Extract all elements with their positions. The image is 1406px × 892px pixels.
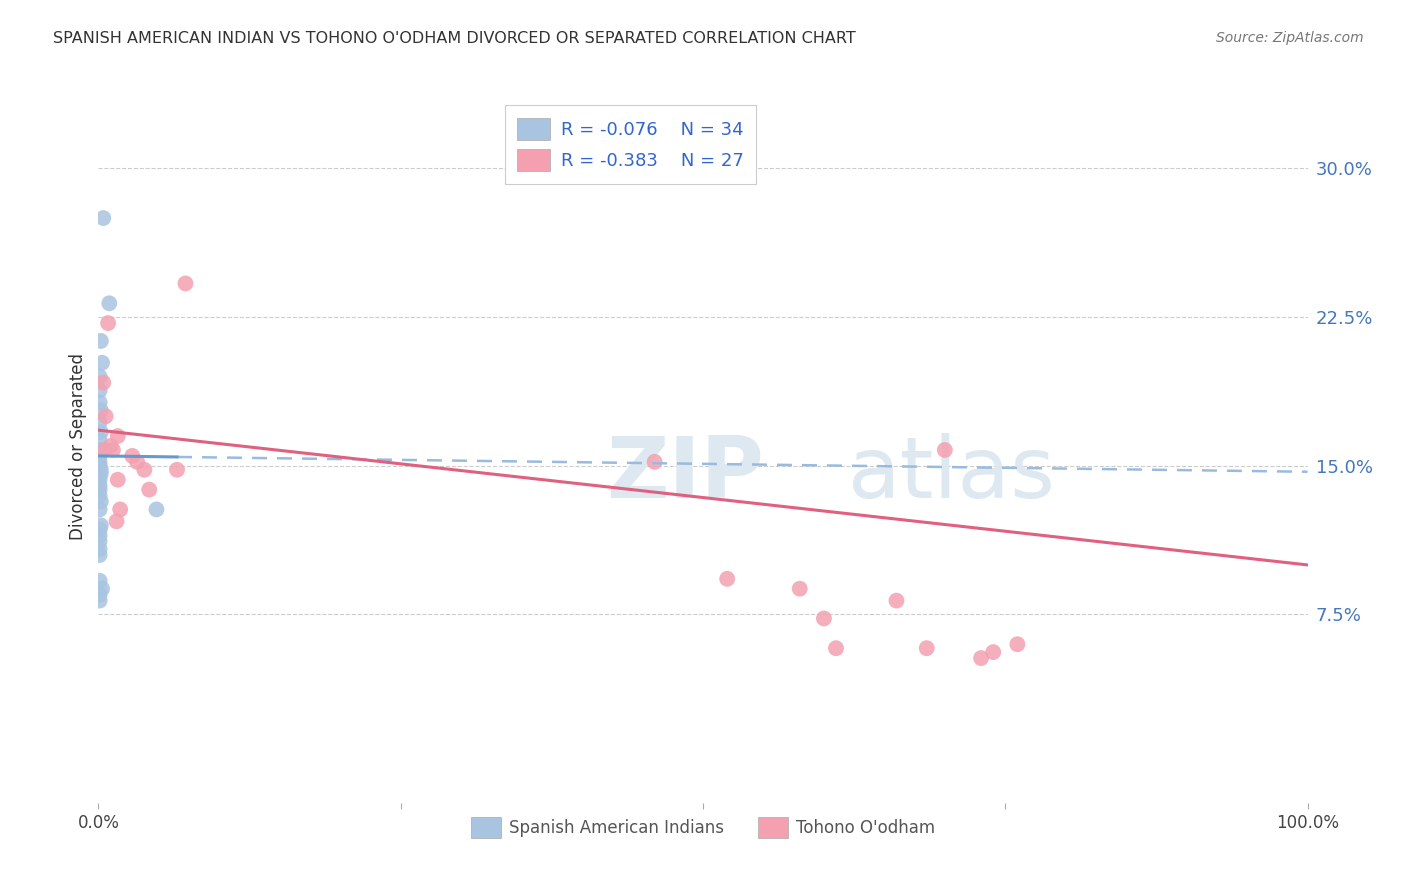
Point — [90, 442, 112, 457]
Point — [90, 518, 112, 533]
Point — [89, 528, 111, 542]
Point — [91, 582, 114, 596]
Text: atlas: atlas — [848, 433, 1056, 516]
Point — [127, 455, 149, 469]
Text: Source: ZipAtlas.com: Source: ZipAtlas.com — [1216, 31, 1364, 45]
Point — [89, 458, 111, 473]
Point — [138, 483, 160, 497]
Point — [134, 463, 156, 477]
Point — [100, 439, 122, 453]
Point — [174, 277, 197, 291]
Point — [915, 641, 938, 656]
Point — [89, 433, 111, 447]
Point — [91, 376, 114, 390]
Point — [89, 455, 111, 469]
Point — [886, 593, 908, 607]
Legend: Spanish American Indians, Tohono O'odham: Spanish American Indians, Tohono O'odham — [464, 811, 942, 845]
Point — [93, 442, 115, 457]
Point — [166, 463, 188, 477]
Point — [98, 296, 121, 310]
Point — [91, 211, 114, 225]
Point — [105, 514, 128, 528]
Point — [90, 425, 112, 439]
Point — [101, 442, 124, 457]
Point — [89, 502, 111, 516]
Point — [90, 494, 112, 508]
Point — [90, 463, 112, 477]
Point — [97, 316, 120, 330]
Point — [91, 356, 114, 370]
Point — [1007, 637, 1029, 651]
Point — [89, 369, 111, 384]
Point — [89, 478, 111, 492]
Point — [121, 449, 143, 463]
Point — [89, 473, 111, 487]
Point — [90, 334, 112, 348]
Point — [644, 455, 666, 469]
Point — [107, 473, 129, 487]
Text: ZIP: ZIP — [606, 433, 763, 516]
Point — [145, 502, 167, 516]
Point — [89, 449, 111, 463]
Point — [716, 572, 738, 586]
Point — [89, 384, 111, 398]
Point — [89, 415, 111, 429]
Point — [825, 641, 848, 656]
Point — [90, 403, 112, 417]
Point — [813, 611, 835, 625]
Text: SPANISH AMERICAN INDIAN VS TOHONO O'ODHAM DIVORCED OR SEPARATED CORRELATION CHAR: SPANISH AMERICAN INDIAN VS TOHONO O'ODHA… — [53, 31, 856, 46]
Y-axis label: Divorced or Separated: Divorced or Separated — [69, 352, 87, 540]
Point — [89, 542, 111, 557]
Point — [107, 429, 129, 443]
Point — [89, 548, 111, 562]
Point — [89, 588, 111, 602]
Point — [89, 522, 111, 536]
Point — [89, 574, 111, 588]
Point — [89, 534, 111, 549]
Point — [108, 502, 131, 516]
Point — [89, 489, 111, 503]
Point — [94, 409, 117, 424]
Point — [89, 395, 111, 409]
Point — [89, 593, 111, 607]
Point — [934, 442, 956, 457]
Point — [981, 645, 1004, 659]
Point — [970, 651, 993, 665]
Point — [90, 467, 112, 481]
Point — [89, 483, 111, 497]
Point — [789, 582, 811, 596]
